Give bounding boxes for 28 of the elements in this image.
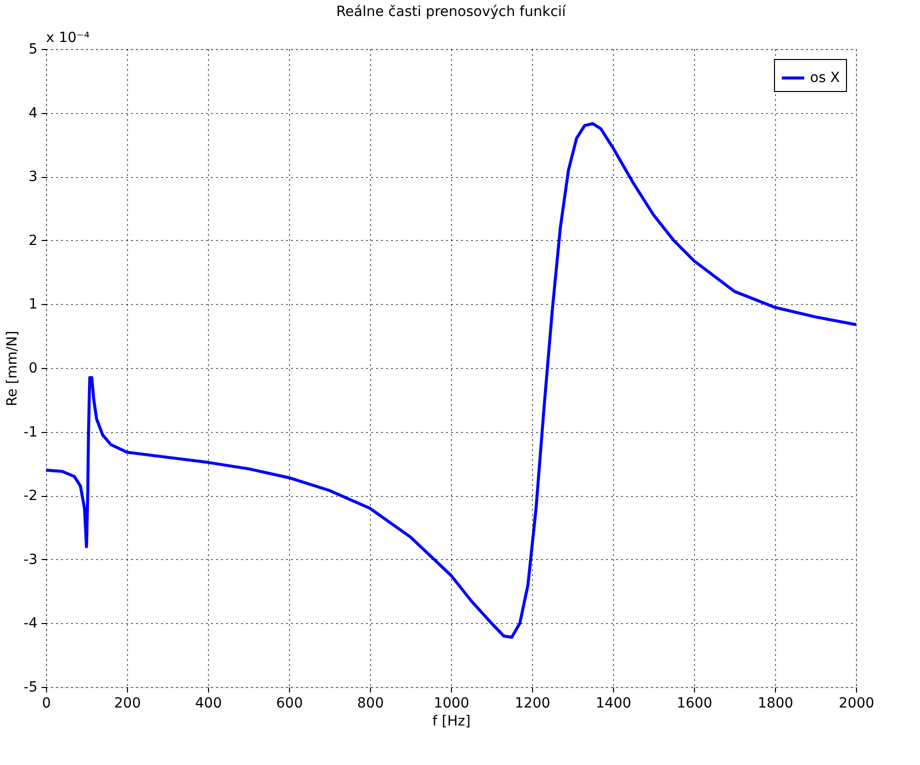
chart-title: Reálne časti prenosových funkcií — [336, 4, 567, 20]
y-tick-label: 5 — [28, 42, 38, 58]
line-series — [44, 122, 858, 639]
x-tick-label: 200 — [114, 696, 141, 712]
x-tick-label: 800 — [357, 696, 384, 712]
x-tick-label: 0 — [42, 696, 51, 712]
y-tick-label: -2 — [24, 488, 38, 504]
x-tick-label: 1200 — [514, 696, 550, 712]
y-tick-label: 4 — [28, 105, 38, 122]
x-tick-label: 2000 — [838, 696, 874, 712]
y-tick-label: -3 — [24, 552, 38, 568]
y-axis-title: Re [mm/N] — [4, 330, 21, 406]
x-tick-label: 600 — [276, 696, 303, 712]
y-tick-label: 1 — [28, 296, 38, 313]
x-tick-label: 400 — [195, 696, 222, 712]
y-tick-label: 3 — [28, 169, 38, 186]
legend-label: os X — [810, 70, 840, 86]
y-tick-label: -4 — [24, 616, 38, 632]
x-tick-label: 1000 — [434, 696, 470, 712]
x-tick-label: 1600 — [676, 696, 712, 712]
y-tick-label: -1 — [24, 424, 38, 440]
x-axis-title: f [Hz] — [432, 714, 471, 730]
x-tick-label: 1400 — [596, 696, 632, 712]
y-tick-label: 2 — [28, 232, 38, 249]
y-tick-label: -5 — [24, 680, 38, 696]
y-tick-label: 0 — [28, 360, 38, 376]
x-tick-label: 1800 — [758, 696, 794, 712]
text: x 10⁻⁴ — [46, 30, 90, 46]
